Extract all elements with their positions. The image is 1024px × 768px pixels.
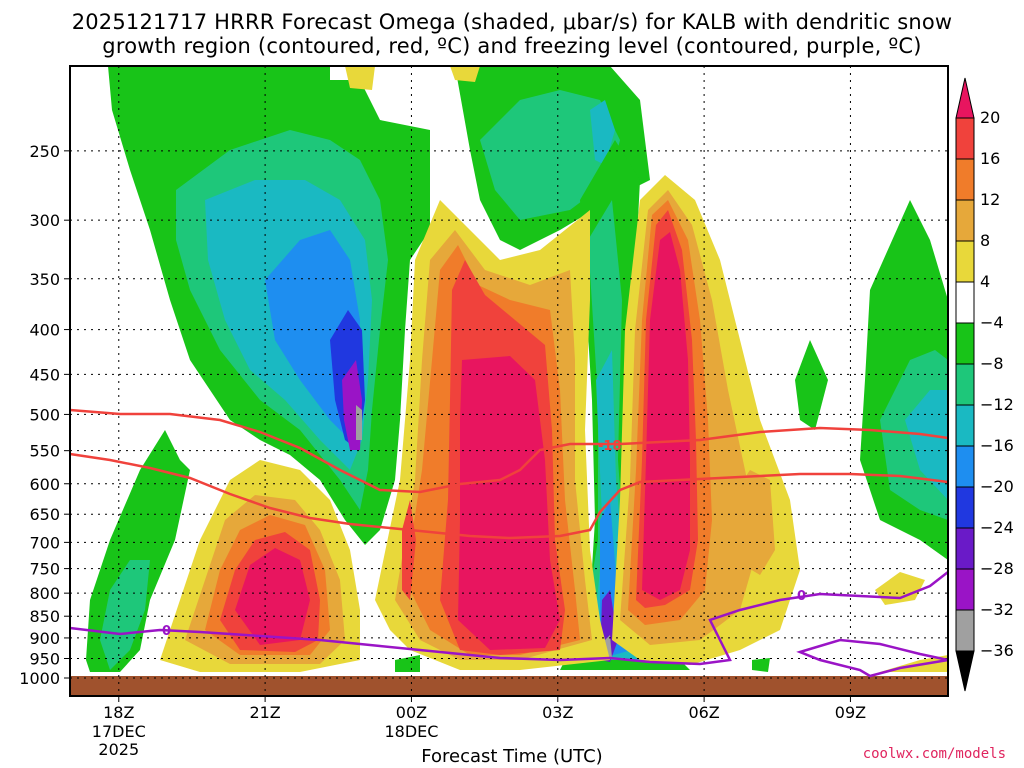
y-tick-label: 900 bbox=[29, 629, 60, 648]
y-tick-label: 1000 bbox=[19, 669, 60, 688]
x-tick-year: 2025 bbox=[98, 740, 139, 759]
y-tick-label: 650 bbox=[29, 505, 60, 524]
colorbar-segment bbox=[955, 609, 975, 652]
chart-title-line2: growth region (contoured, red, ºC) and f… bbox=[102, 34, 922, 58]
colorbar-segment bbox=[955, 199, 975, 242]
colorbar-top-triangle bbox=[955, 77, 975, 119]
colorbar-label: −36 bbox=[980, 641, 1014, 660]
y-tick-label: 300 bbox=[29, 211, 60, 230]
freezing-contour-label-1: 0 bbox=[162, 624, 171, 639]
y-tick-label: 250 bbox=[29, 142, 60, 161]
y-axis: 250 300 350 400 450 500 550 600 650 700 750 800 850 9… bbox=[19, 142, 70, 688]
colorbar-segment bbox=[955, 404, 975, 447]
colorbar-label: 16 bbox=[980, 149, 1000, 168]
colorbar-segment bbox=[955, 527, 975, 570]
x-tick-label: 03Z bbox=[542, 703, 573, 722]
x-tick-label: 18Z bbox=[103, 703, 134, 722]
y-tick-label: 800 bbox=[29, 584, 60, 603]
x-tick-date: 18DEC bbox=[384, 722, 438, 741]
freezing-contour-label-2: 0 bbox=[797, 589, 806, 604]
x-tick-label: 06Z bbox=[688, 703, 719, 722]
colorbar-label: −8 bbox=[980, 354, 1004, 373]
chart-title-line1: 2025121717 HRRR Forecast Omega (shaded, … bbox=[71, 10, 953, 34]
colorbar-label: 8 bbox=[980, 231, 990, 250]
y-tick-label: 550 bbox=[29, 442, 60, 461]
colorbar-label: −12 bbox=[980, 395, 1014, 414]
y-tick-label: 700 bbox=[29, 533, 60, 552]
x-tick-label: 21Z bbox=[249, 703, 280, 722]
colorbar-segment bbox=[955, 322, 975, 365]
colorbar-label: −4 bbox=[980, 313, 1004, 332]
colorbar-bottom-triangle bbox=[955, 650, 975, 692]
x-axis-title: Forecast Time (UTC) bbox=[421, 746, 603, 767]
grid-lines bbox=[70, 66, 948, 696]
colorbar-label: 4 bbox=[980, 272, 990, 291]
dgz-contours bbox=[69, 408, 949, 540]
x-tick-date: 17DEC bbox=[92, 722, 146, 741]
colorbar-segment bbox=[955, 486, 975, 529]
shaded-field bbox=[70, 66, 948, 696]
colorbar-label: −16 bbox=[980, 436, 1014, 455]
x-tick-label: 00Z bbox=[396, 703, 427, 722]
plot-frame bbox=[69, 65, 949, 697]
colorbar-label: −24 bbox=[980, 518, 1014, 537]
y-tick-label: 450 bbox=[29, 365, 60, 384]
site-credit: coolwx.com/models bbox=[862, 746, 1006, 762]
colorbar-label: −20 bbox=[980, 477, 1014, 496]
y-tick-label: 500 bbox=[29, 405, 60, 424]
colorbar: 20 16 12 8 4 −4 −8 −12 −16 −20 −24 −28 −32 −36 bbox=[955, 77, 1014, 692]
colorbar-label: −28 bbox=[980, 559, 1014, 578]
y-tick-label: 600 bbox=[29, 475, 60, 494]
x-tick-label: 09Z bbox=[835, 703, 866, 722]
freezing-level-contours bbox=[69, 571, 949, 678]
dgz-contour-label: -18 bbox=[598, 439, 622, 454]
colorbar-label: 20 bbox=[980, 108, 1000, 127]
colorbar-segment bbox=[955, 363, 975, 406]
colorbar-segment bbox=[955, 240, 975, 283]
colorbar-segment bbox=[955, 117, 975, 160]
colorbar-label: −32 bbox=[980, 600, 1014, 619]
y-tick-label: 750 bbox=[29, 560, 60, 579]
colorbar-segment bbox=[955, 158, 975, 201]
surface-terrain bbox=[70, 676, 948, 696]
y-tick-label: 950 bbox=[29, 649, 60, 668]
y-tick-label: 850 bbox=[29, 607, 60, 626]
y-tick-label: 350 bbox=[29, 270, 60, 289]
colorbar-label: 12 bbox=[980, 190, 1000, 209]
colorbar-segment bbox=[955, 445, 975, 488]
colorbar-segment bbox=[955, 281, 975, 324]
colorbar-segment bbox=[955, 568, 975, 611]
y-tick-label: 400 bbox=[29, 321, 60, 340]
